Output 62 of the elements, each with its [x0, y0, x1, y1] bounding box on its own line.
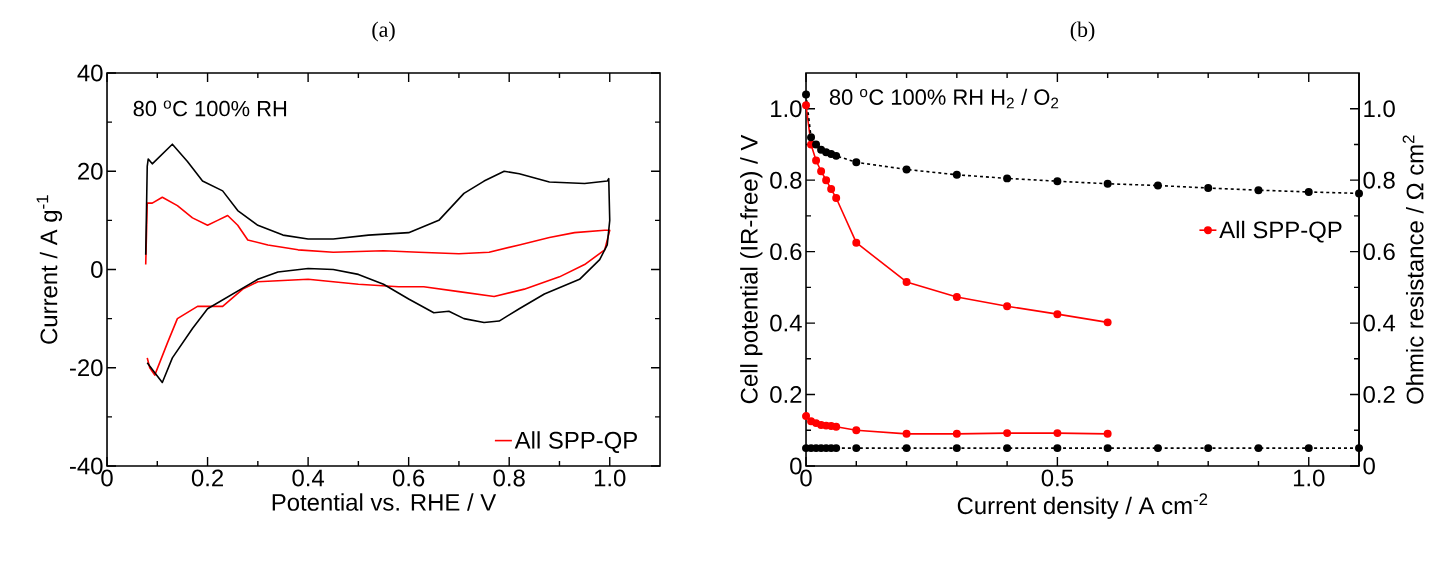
x-tick-label: 0.8	[493, 469, 525, 487]
y-tick-label: 0.6	[770, 243, 802, 261]
point	[852, 158, 861, 167]
x-tick-label: 1.0	[594, 469, 626, 487]
y-tick-label: 0	[91, 261, 103, 278]
y-tick-label: -40	[70, 457, 103, 475]
point	[902, 165, 911, 174]
y-tick-label: 1.0	[771, 100, 802, 118]
point	[822, 176, 831, 185]
point	[902, 278, 911, 286]
x-tick-label: 0.6	[392, 469, 425, 487]
point	[1003, 174, 1012, 183]
point	[802, 101, 811, 110]
point	[1053, 177, 1062, 186]
point	[1153, 181, 1162, 190]
x-tick-label: 1.0	[1293, 469, 1325, 487]
point	[952, 293, 961, 301]
point	[812, 140, 821, 149]
point	[1103, 179, 1112, 188]
point	[1254, 186, 1263, 195]
chart-title: (b)	[1070, 21, 1095, 42]
x-axis-title: Potential vs. RHE / V	[272, 493, 497, 511]
point	[1053, 310, 1062, 319]
x-tick-label: 0.5	[1041, 469, 1073, 487]
x-tick-label: 0.4	[292, 469, 325, 487]
point	[1003, 302, 1012, 311]
point	[1204, 184, 1213, 193]
y2-tick-label: 0.4	[1363, 314, 1396, 332]
y-tick-label: 20	[78, 162, 103, 180]
annotation: 80 $^{o}$C 100% RH	[133, 100, 287, 117]
y2-tick-label: 0	[1363, 457, 1375, 475]
point	[832, 151, 841, 160]
line-series	[144, 196, 611, 376]
point	[852, 238, 861, 247]
y-tick-label: -20	[70, 359, 103, 377]
point	[832, 194, 841, 203]
point	[802, 90, 811, 99]
x-tick-label: 0.2	[191, 469, 223, 487]
annotation: 80 $^{o}$C 100% RH H$_{2}$ / O$_{2}$	[829, 88, 1059, 109]
y-tick-label: 0.4	[770, 314, 802, 332]
legend-label: All SPP-QP	[1219, 220, 1342, 243]
y-tick-label: 40	[77, 64, 103, 82]
y2-tick-label: 0.6	[1363, 243, 1395, 261]
y-tick-label: 0.2	[770, 386, 802, 403]
point	[1103, 318, 1112, 327]
point	[952, 170, 961, 179]
legend-label: All SPP-QP	[514, 431, 637, 454]
y2-axis-title: Ohmic resistance / Ω cm$^{2}$	[1402, 135, 1424, 404]
point	[807, 133, 816, 142]
y2-tick-label: 0.2	[1363, 386, 1395, 403]
y2-tick-label: 0.8	[1363, 171, 1395, 189]
y-tick-label: 0	[790, 457, 802, 475]
point	[817, 167, 826, 176]
point	[812, 156, 821, 165]
y-axis-title: Cell potential (IR-free) / V	[740, 134, 763, 404]
y-axis-title: Current / A g$^{-1}$	[36, 195, 63, 344]
y-tick-label: 0.8	[770, 171, 802, 189]
x-axis-title: Current density / A cm$^{-2}$	[957, 493, 1208, 519]
chart-title: (a)	[372, 21, 395, 42]
point	[827, 185, 836, 194]
y2-tick-label: 1.0	[1364, 100, 1395, 118]
point	[1304, 187, 1313, 196]
